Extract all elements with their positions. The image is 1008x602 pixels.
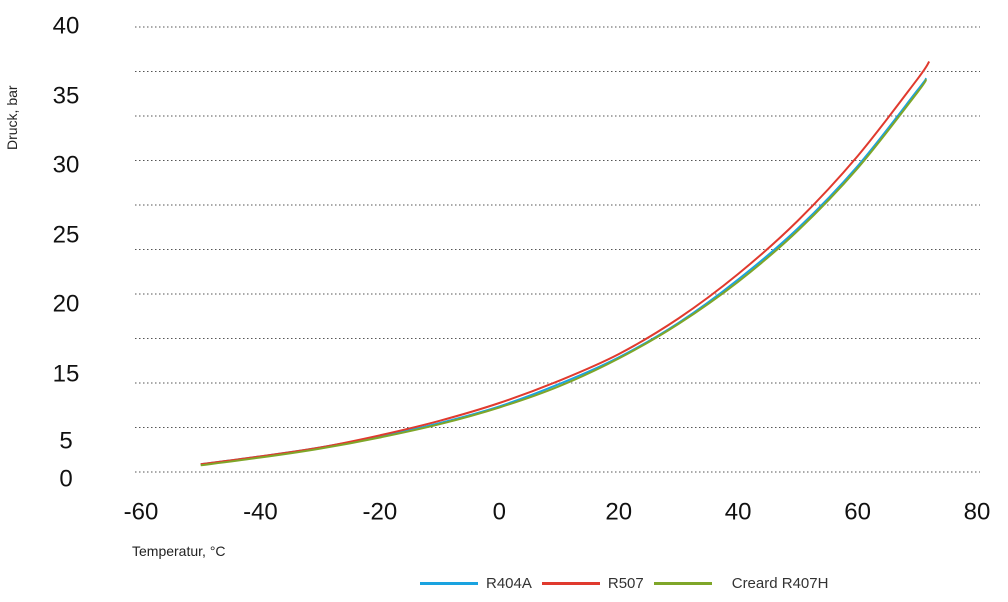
legend-swatch (541, 582, 600, 585)
x-tick-label: 60 (844, 498, 871, 525)
y-tick-label: 20 (53, 290, 80, 317)
series-lines (200, 60, 931, 467)
series-line-r404a (200, 77, 928, 466)
y-tick-label: 30 (53, 151, 80, 178)
legend-swatch (653, 582, 712, 585)
x-tick-label: 0 (493, 498, 506, 525)
y-tick-label: 0 (59, 465, 72, 492)
legend: R404A R507 Creard R407H (420, 575, 838, 592)
legend-label: R507 (607, 575, 644, 592)
x-tick-labels: -60 -40 -20 0 20 40 60 80 (124, 498, 991, 525)
x-tick-label: -60 (124, 498, 159, 525)
series-line-creard-r407h (200, 78, 928, 467)
legend-label: R404A (486, 575, 532, 592)
legend-label: Creard R407H (731, 575, 829, 592)
x-axis-label: Temperatur, °C (132, 543, 226, 559)
y-tick-labels: 40 35 30 25 20 15 5 0 (53, 12, 80, 492)
x-tick-label: 80 (964, 498, 991, 525)
x-tick-label: -20 (363, 498, 398, 525)
y-tick-label: 25 (53, 221, 80, 248)
y-axis-label: Druck, bar (4, 85, 20, 150)
gridlines (135, 26, 980, 473)
y-tick-label: 40 (53, 12, 80, 39)
y-tick-label: 15 (53, 360, 80, 387)
legend-swatch (420, 582, 478, 585)
x-tick-label: 20 (605, 498, 632, 525)
y-tick-label: 5 (59, 427, 72, 454)
legend-item: Creard R407H (653, 575, 829, 592)
x-tick-label: 40 (725, 498, 752, 525)
x-tick-label: -40 (243, 498, 278, 525)
series-line-r507 (200, 60, 931, 466)
legend-item: R507 (541, 575, 644, 592)
legend-item: R404A (420, 575, 532, 592)
y-tick-label: 35 (53, 82, 80, 109)
